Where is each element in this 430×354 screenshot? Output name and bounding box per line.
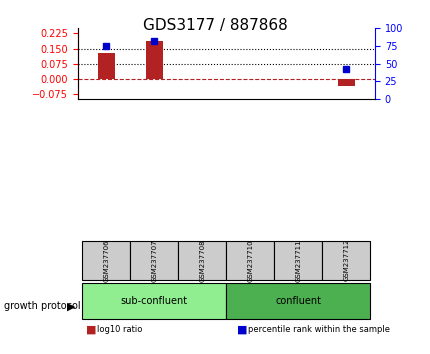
FancyBboxPatch shape <box>322 241 369 280</box>
FancyBboxPatch shape <box>82 283 226 319</box>
Bar <box>337 79 354 86</box>
Text: growth protocol: growth protocol <box>4 301 81 311</box>
Bar <box>146 41 163 79</box>
Text: GSM237707: GSM237707 <box>151 239 157 281</box>
Text: GSM237706: GSM237706 <box>103 239 109 281</box>
Text: GSM237711: GSM237711 <box>295 239 301 281</box>
FancyBboxPatch shape <box>178 241 226 280</box>
FancyBboxPatch shape <box>82 241 130 280</box>
Text: GSM237710: GSM237710 <box>247 239 253 281</box>
Text: percentile rank within the sample: percentile rank within the sample <box>247 325 389 334</box>
Text: ■: ■ <box>86 324 96 334</box>
Text: ▶: ▶ <box>67 301 75 311</box>
Text: GSM237708: GSM237708 <box>199 239 205 281</box>
Text: confluent: confluent <box>275 296 320 306</box>
Text: sub-confluent: sub-confluent <box>120 296 187 306</box>
Text: log10 ratio: log10 ratio <box>97 325 142 334</box>
Text: GDS3177 / 887868: GDS3177 / 887868 <box>143 18 287 33</box>
FancyBboxPatch shape <box>226 283 369 319</box>
Text: GSM237712: GSM237712 <box>342 239 348 281</box>
FancyBboxPatch shape <box>226 241 273 280</box>
Text: ■: ■ <box>237 324 247 334</box>
Bar <box>98 53 114 79</box>
FancyBboxPatch shape <box>273 241 322 280</box>
FancyBboxPatch shape <box>130 241 178 280</box>
